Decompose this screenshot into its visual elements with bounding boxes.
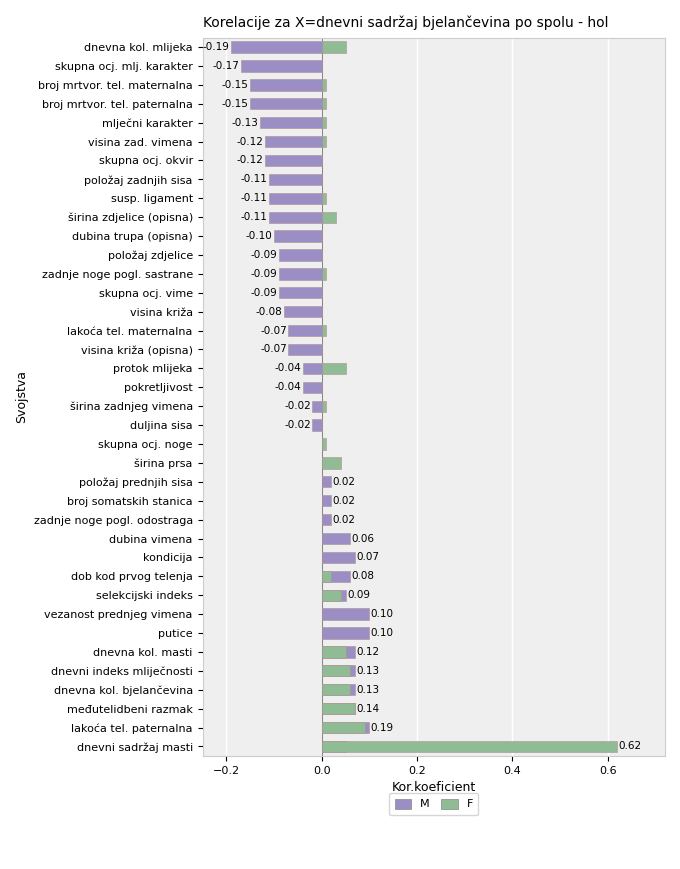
Bar	[322, 608, 369, 620]
Bar	[322, 703, 355, 714]
Text: -0.12: -0.12	[236, 136, 263, 147]
Bar	[260, 117, 322, 129]
Text: 0.07: 0.07	[356, 553, 379, 562]
Bar	[279, 287, 322, 298]
Bar	[322, 722, 369, 733]
Text: -0.12: -0.12	[236, 156, 263, 165]
Bar	[250, 79, 322, 90]
Bar	[322, 98, 326, 109]
Text: -0.11: -0.11	[241, 175, 268, 184]
Text: -0.15: -0.15	[222, 99, 249, 109]
Bar	[322, 589, 341, 600]
Text: 0.02: 0.02	[333, 514, 356, 525]
Text: -0.08: -0.08	[256, 307, 282, 316]
Text: 0.12: 0.12	[356, 647, 379, 657]
Text: -0.09: -0.09	[251, 250, 277, 260]
Bar	[322, 533, 350, 544]
Bar	[322, 571, 331, 582]
Text: Korelacije za X=dnevni sadržaj bjelančevina po spolu - hol: Korelacije za X=dnevni sadržaj bjelančev…	[203, 15, 608, 30]
Bar	[322, 476, 331, 488]
Bar	[322, 684, 355, 695]
Text: -0.04: -0.04	[275, 363, 301, 374]
Bar	[269, 174, 322, 185]
Bar	[322, 42, 345, 53]
Bar	[322, 665, 350, 676]
Text: -0.02: -0.02	[284, 420, 311, 430]
Text: 0.19: 0.19	[371, 722, 394, 733]
Bar	[288, 344, 322, 355]
Bar	[312, 401, 322, 412]
Bar	[269, 193, 322, 204]
Text: -0.11: -0.11	[241, 212, 268, 222]
Bar	[322, 740, 617, 752]
Bar	[322, 589, 345, 600]
X-axis label: Kor.koeficient: Kor.koeficient	[392, 781, 476, 794]
Bar	[279, 269, 322, 280]
Text: -0.11: -0.11	[241, 193, 268, 203]
Text: -0.10: -0.10	[246, 231, 273, 241]
Bar	[322, 136, 326, 147]
Text: 0.14: 0.14	[356, 704, 379, 713]
Bar	[322, 552, 355, 563]
Bar	[322, 703, 355, 714]
Bar	[322, 401, 326, 412]
Text: -0.07: -0.07	[260, 326, 287, 335]
Bar	[284, 306, 322, 317]
Text: 0.06: 0.06	[352, 534, 375, 543]
Text: 0.10: 0.10	[371, 628, 394, 638]
Bar	[312, 420, 322, 431]
Text: -0.13: -0.13	[231, 117, 258, 128]
Bar	[288, 325, 322, 336]
Bar	[322, 117, 326, 129]
Bar	[322, 325, 326, 336]
Bar	[322, 193, 326, 204]
Bar	[279, 249, 322, 261]
Bar	[322, 665, 355, 676]
Text: -0.17: -0.17	[212, 61, 239, 71]
Text: 0.62: 0.62	[619, 741, 642, 752]
Legend: M, F: M, F	[389, 793, 479, 815]
Text: -0.07: -0.07	[260, 344, 287, 355]
Text: -0.04: -0.04	[275, 382, 301, 392]
Bar	[322, 647, 345, 658]
Bar	[322, 571, 350, 582]
Text: -0.09: -0.09	[251, 288, 277, 298]
Bar	[322, 722, 364, 733]
Bar	[274, 230, 322, 242]
Bar	[322, 211, 336, 222]
Bar	[303, 381, 322, 393]
Bar	[303, 362, 322, 374]
Text: 0.08: 0.08	[352, 571, 375, 581]
Text: -0.02: -0.02	[284, 401, 311, 411]
Bar	[322, 495, 331, 507]
Bar	[322, 269, 326, 280]
Text: -0.15: -0.15	[222, 80, 249, 90]
Bar	[265, 136, 322, 147]
Text: -0.09: -0.09	[251, 269, 277, 279]
Bar	[322, 79, 326, 90]
Text: 0.10: 0.10	[371, 609, 394, 619]
Bar	[322, 457, 341, 468]
Bar	[322, 362, 345, 374]
Y-axis label: Svojstva: Svojstva	[15, 370, 28, 423]
Text: 0.13: 0.13	[356, 666, 379, 676]
Bar	[322, 647, 355, 658]
Bar	[322, 438, 326, 449]
Bar	[322, 627, 369, 639]
Text: 0.02: 0.02	[333, 495, 356, 506]
Bar	[322, 740, 345, 752]
Bar	[322, 514, 331, 525]
Text: 0.09: 0.09	[347, 590, 370, 600]
Bar	[250, 98, 322, 109]
Bar	[241, 60, 322, 71]
Bar	[265, 155, 322, 166]
Bar	[322, 684, 350, 695]
Text: 0.13: 0.13	[356, 685, 379, 694]
Bar	[231, 42, 322, 53]
Text: 0.02: 0.02	[333, 477, 356, 487]
Text: -0.19: -0.19	[203, 42, 230, 52]
Bar	[269, 211, 322, 222]
